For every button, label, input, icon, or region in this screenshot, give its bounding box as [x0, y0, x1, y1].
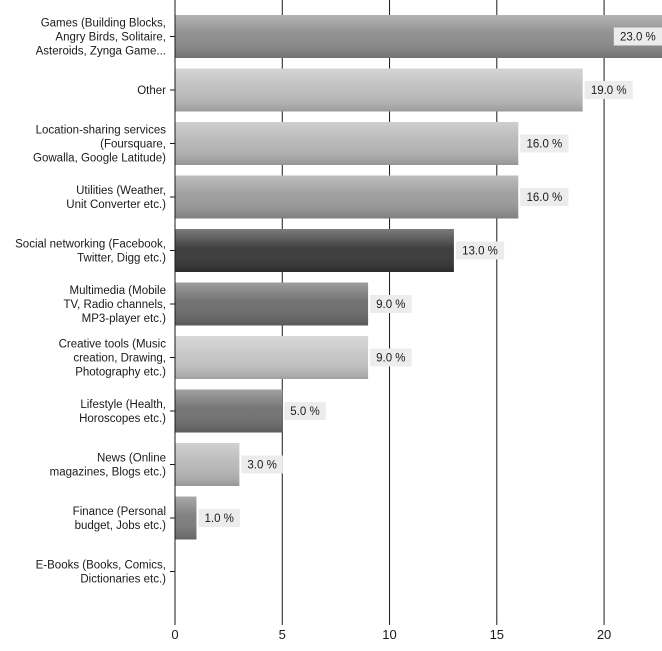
category-label: Finance (Personal budget, Jobs etc.): [73, 506, 166, 532]
value-label-bg: [584, 81, 633, 99]
value-label: 9.0 %: [376, 299, 405, 311]
category-label: Utilities (Weather, Unit Converter etc.): [66, 185, 166, 211]
axes: 0 5 10 15 20: [170, 0, 611, 642]
value-label: 3.0 %: [247, 460, 276, 472]
value-label: 1.0 %: [204, 513, 233, 525]
bar-shade: [175, 229, 454, 272]
x-tick-label: 15: [490, 627, 504, 642]
value-label: 23.0 %: [620, 32, 656, 44]
value-label: 13.0 %: [462, 246, 498, 258]
x-tick-label: 5: [279, 627, 286, 642]
value-label-bg: [455, 241, 505, 260]
bar-shade: [175, 15, 662, 58]
bar-shade: [175, 443, 240, 486]
value-label-bg: [520, 188, 569, 206]
category-label: News (Online magazines, Blogs etc.): [50, 453, 167, 479]
labels: Games (Building Blocks, Angry Birds, Soli…: [15, 18, 662, 586]
value-label-bg: [613, 27, 662, 46]
value-label-bg: [198, 509, 240, 527]
value-label-bg: [370, 295, 412, 313]
bar-shade: [175, 389, 283, 433]
category-label: Multimedia (Mobile TV, Radio channels, MP3…: [63, 285, 166, 325]
value-label-bg: [241, 455, 283, 474]
category-label: Other: [137, 85, 166, 97]
value-label: 16.0 %: [526, 192, 562, 204]
category-label: Social networking (Facebook, Twitter, Dig…: [15, 239, 166, 265]
value-label: 16.0 %: [526, 139, 562, 151]
value-label-bg: [284, 402, 326, 420]
bar-shade: [175, 68, 583, 112]
value-label: 19.0 %: [591, 85, 627, 97]
bar-shade: [175, 122, 519, 165]
bar-shade: [175, 282, 369, 326]
category-label: Creative tools (Music creation, Drawing, P…: [59, 339, 167, 379]
value-label: 9.0 %: [376, 353, 405, 365]
category-label: Location-sharing services (Foursquare, Gow…: [33, 125, 166, 165]
category-label: Lifestyle (Health, Horoscopes etc.): [79, 399, 166, 425]
bar-shade: [175, 175, 519, 219]
value-label-bg: [370, 348, 412, 367]
category-label: Games (Building Blocks, Angry Birds, Soli…: [36, 18, 166, 58]
x-tick-label: 0: [171, 627, 178, 642]
bars: [175, 15, 662, 540]
x-tick-label: 20: [597, 627, 611, 642]
category-label: E-Books (Books, Comics, Dictionaries etc.…: [36, 560, 167, 586]
value-label-bg: [520, 134, 569, 153]
x-tick-label: 10: [382, 627, 396, 642]
bar-shade: [175, 496, 197, 540]
bar-shade: [175, 336, 369, 379]
value-label: 5.0 %: [290, 406, 319, 418]
